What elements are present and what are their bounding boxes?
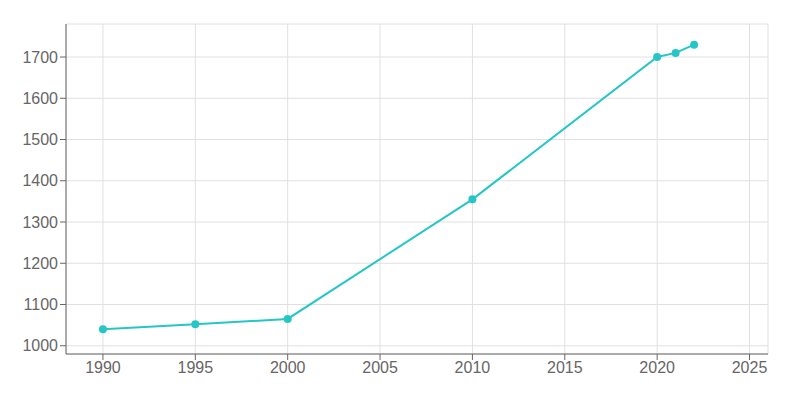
svg-text:2005: 2005 bbox=[362, 359, 398, 376]
svg-text:1400: 1400 bbox=[22, 172, 58, 189]
svg-text:1200: 1200 bbox=[22, 255, 58, 272]
svg-text:1600: 1600 bbox=[22, 90, 58, 107]
svg-text:2000: 2000 bbox=[270, 359, 306, 376]
svg-text:1500: 1500 bbox=[22, 131, 58, 148]
svg-text:2020: 2020 bbox=[639, 359, 675, 376]
svg-text:1000: 1000 bbox=[22, 337, 58, 354]
svg-text:1300: 1300 bbox=[22, 214, 58, 231]
svg-text:1700: 1700 bbox=[22, 49, 58, 66]
svg-text:2010: 2010 bbox=[455, 359, 491, 376]
svg-text:2025: 2025 bbox=[732, 359, 768, 376]
svg-text:1100: 1100 bbox=[24, 296, 59, 313]
svg-text:1995: 1995 bbox=[178, 359, 214, 376]
svg-text:1990: 1990 bbox=[85, 359, 121, 376]
svg-text:2015: 2015 bbox=[547, 359, 583, 376]
